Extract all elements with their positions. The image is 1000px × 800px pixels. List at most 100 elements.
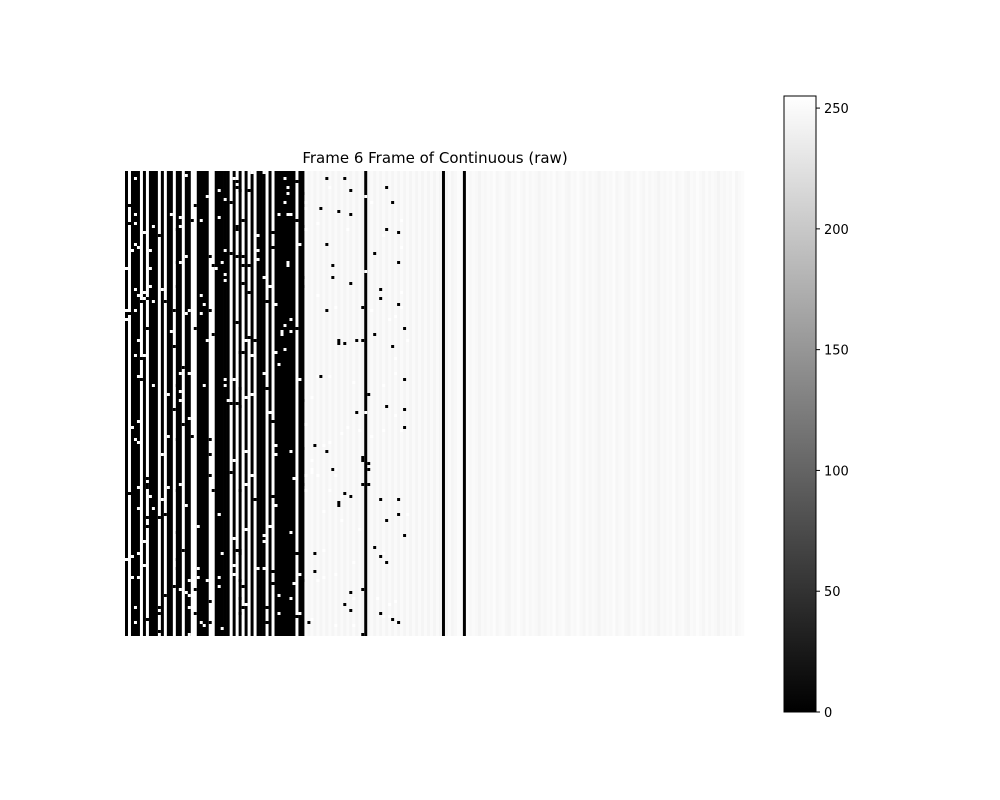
heatmap-speckle <box>301 192 305 195</box>
heatmap-column <box>693 171 697 636</box>
colorbar-tick-label: 50 <box>824 585 841 600</box>
heatmap-column <box>513 171 518 636</box>
heatmap-speckle <box>340 495 344 498</box>
heatmap-speckle <box>274 303 278 306</box>
heatmap-column <box>382 171 386 636</box>
heatmap-speckle <box>226 399 230 402</box>
heatmap-column <box>208 171 213 636</box>
heatmap-speckle <box>232 378 236 381</box>
heatmap-speckle <box>361 483 365 486</box>
heatmap-column <box>232 171 236 636</box>
heatmap-speckle <box>283 201 287 204</box>
heatmap-column <box>630 171 634 636</box>
heatmap-column <box>256 171 260 636</box>
heatmap-speckle <box>331 468 335 471</box>
heatmap-speckle <box>325 309 329 312</box>
heatmap-column <box>615 171 619 636</box>
heatmap-column <box>286 171 290 636</box>
heatmap-speckle <box>316 579 320 582</box>
heatmap-speckle <box>208 453 212 456</box>
heatmap-column <box>462 171 467 636</box>
heatmap-speckle <box>361 339 365 342</box>
heatmap-speckle <box>175 438 179 441</box>
heatmap-column <box>418 171 422 636</box>
heatmap-speckle <box>247 336 251 339</box>
heatmap-speckle <box>385 561 389 564</box>
heatmap-speckle <box>277 612 281 615</box>
heatmap-speckle <box>262 540 266 543</box>
heatmap-speckle <box>367 483 371 486</box>
heatmap-speckle <box>136 420 140 423</box>
heatmap-column <box>343 171 347 636</box>
heatmap-speckle <box>187 309 191 312</box>
heatmap-column <box>702 171 706 636</box>
heatmap-speckle <box>208 438 212 441</box>
heatmap-speckle <box>125 267 128 270</box>
heatmap-speckle <box>331 264 335 267</box>
heatmap-speckle <box>220 627 224 630</box>
heatmap-column <box>651 171 655 636</box>
heatmap-speckle <box>253 498 257 501</box>
heatmap-speckle <box>205 339 209 342</box>
heatmap-speckle <box>208 621 212 624</box>
heatmap-speckle <box>277 363 281 366</box>
heatmap-speckle <box>289 531 293 534</box>
heatmap-column <box>403 171 407 636</box>
heatmap-speckle <box>337 339 341 342</box>
heatmap-column <box>657 171 661 636</box>
heatmap-speckle <box>238 579 242 582</box>
heatmap-column <box>238 171 242 636</box>
heatmap-speckle <box>325 243 329 246</box>
heatmap-speckle <box>166 435 170 438</box>
heatmap-speckle <box>136 507 140 510</box>
heatmap-column <box>714 171 718 636</box>
heatmap-speckle <box>235 228 239 231</box>
heatmap-speckle <box>403 378 407 381</box>
heatmap-speckle <box>145 525 149 528</box>
heatmap-speckle <box>367 468 371 471</box>
heatmap-column <box>139 171 144 636</box>
heatmap-speckle <box>262 372 266 375</box>
heatmap-speckle <box>337 342 341 345</box>
heatmap-speckle <box>175 285 179 288</box>
heatmap-speckle <box>274 351 278 354</box>
heatmap-column <box>202 171 207 636</box>
heatmap-speckle <box>298 378 302 381</box>
colorbar: 0 50 100 150 200 250 <box>783 95 849 721</box>
heatmap-column <box>424 171 428 636</box>
heatmap-column <box>223 171 227 636</box>
heatmap-column <box>567 171 571 636</box>
heatmap-speckle <box>349 609 353 612</box>
heatmap-speckle <box>352 561 356 564</box>
heatmap-speckle <box>313 444 317 447</box>
heatmap-speckle <box>379 555 383 558</box>
heatmap-speckle <box>238 351 242 354</box>
heatmap-speckle <box>190 219 194 222</box>
heatmap-speckle <box>349 189 353 192</box>
heatmap-column <box>546 171 550 636</box>
heatmap-speckle <box>244 603 248 606</box>
heatmap-speckle <box>277 594 281 597</box>
heatmap-speckle <box>229 201 233 204</box>
heatmap-speckle <box>322 549 326 552</box>
heatmap-speckle <box>172 408 176 411</box>
heatmap-speckle <box>139 378 143 381</box>
heatmap-column <box>175 171 180 636</box>
heatmap-speckle <box>334 573 338 576</box>
heatmap-speckle <box>217 189 221 192</box>
heatmap-speckle <box>259 390 263 393</box>
heatmap-speckle <box>388 603 392 606</box>
heatmap-column <box>720 171 724 636</box>
heatmap-speckle <box>391 201 395 204</box>
heatmap-speckle <box>166 486 170 489</box>
heatmap-speckle <box>325 450 329 453</box>
heatmap-speckle <box>127 222 131 225</box>
heatmap-speckle <box>133 606 137 609</box>
colorbar-tick-label: 0 <box>824 706 832 721</box>
heatmap-column <box>525 171 529 636</box>
heatmap-column <box>654 171 658 636</box>
heatmap-speckle <box>247 189 251 192</box>
heatmap-speckle <box>256 567 260 570</box>
heatmap-speckle <box>259 342 263 345</box>
heatmap-speckle <box>181 366 185 369</box>
